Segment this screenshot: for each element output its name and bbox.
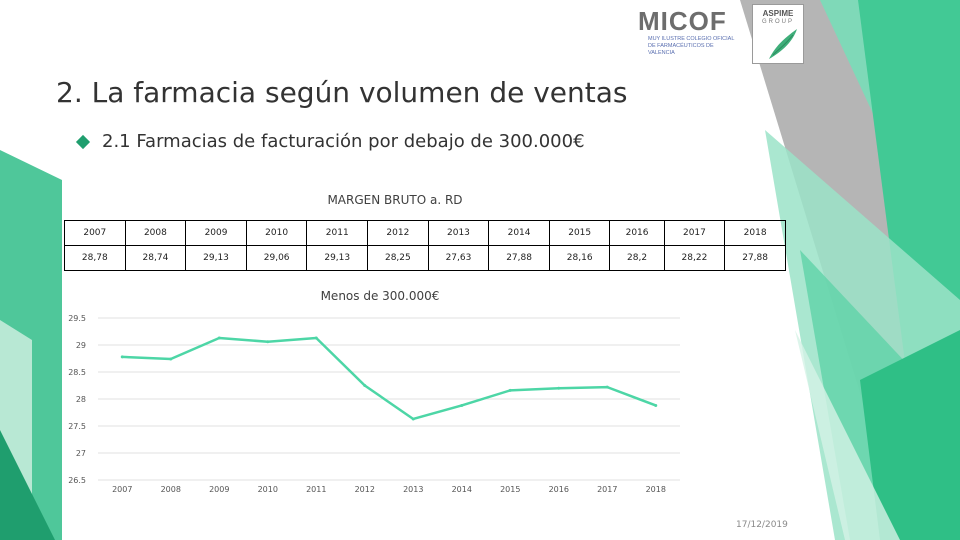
data-point — [266, 340, 270, 344]
table-row-values: 28,78 28,74 29,13 29,06 29,13 28,25 27,6… — [64, 245, 786, 271]
micof-logo: MICOF MUY ILUSTRE COLEGIO OFICIAL DE FAR… — [638, 6, 740, 56]
micof-logo-subtitle: MUY ILUSTRE COLEGIO OFICIAL DE FARMACÉUT… — [648, 36, 735, 56]
table-cell-value: 27,88 — [724, 245, 786, 271]
y-tick-label: 29.5 — [68, 314, 86, 323]
y-tick-label: 28.5 — [68, 368, 86, 377]
data-point — [508, 388, 512, 392]
table-cell-year: 2013 — [427, 220, 490, 246]
chart-title: Menos de 300.000€ — [320, 289, 440, 303]
table-cell-value: 28,22 — [663, 245, 726, 271]
data-point — [120, 355, 124, 359]
slide-title: 2. La farmacia según volumen de ventas — [56, 76, 628, 109]
x-tick-label: 2012 — [355, 485, 375, 494]
data-point — [557, 386, 561, 390]
x-tick-label: 2007 — [112, 485, 132, 494]
table-cell-year: 2011 — [306, 220, 369, 246]
data-point — [411, 417, 415, 421]
table-cell-year: 2014 — [488, 220, 550, 246]
data-point — [460, 403, 464, 407]
table-cell-year: 2009 — [185, 220, 247, 246]
x-tick-label: 2009 — [209, 485, 229, 494]
data-point — [314, 336, 318, 340]
table-cell-value: 27,88 — [488, 245, 550, 271]
table-cell-value: 28,25 — [367, 245, 429, 271]
x-tick-label: 2017 — [597, 485, 617, 494]
data-point — [363, 384, 367, 387]
table-cell-value: 28,74 — [124, 245, 187, 271]
table-cell-year: 2016 — [609, 220, 665, 246]
line-chart: 29.5 29 28.5 28 27.5 27 26.5 2007 2008 2009 2010 20… — [68, 314, 680, 494]
micof-logo-name: MICOF — [638, 6, 727, 36]
x-tick-label: 2015 — [500, 485, 520, 494]
table-cell-year: 2018 — [724, 220, 786, 246]
table-cell-value: 27,63 — [427, 245, 490, 271]
table-cell-value: 29,13 — [306, 245, 369, 271]
aspime-logo-subtitle: GROUP — [761, 19, 794, 25]
y-tick-label: 28 — [76, 395, 86, 404]
y-tick-label: 29 — [76, 341, 86, 350]
table-cell-value: 28,2 — [609, 245, 665, 271]
series-line — [122, 336, 657, 421]
x-tick-label: 2014 — [452, 485, 472, 494]
table-cell-value: 28,16 — [548, 245, 611, 271]
table-cell-year: 2017 — [663, 220, 726, 246]
margin-table: 2007 2008 2009 2010 2011 2012 2013 2014 … — [64, 220, 786, 271]
data-point — [169, 357, 173, 361]
y-tick-label: 27.5 — [68, 422, 86, 431]
aspime-logo: ASPIME GROUP — [752, 4, 804, 64]
y-tick-label: 27 — [76, 449, 86, 458]
table-title: MARGEN BRUTO a. RD — [327, 193, 463, 207]
data-point — [605, 385, 609, 389]
x-tick-label: 2008 — [161, 485, 181, 494]
table-cell-value: 29,06 — [245, 245, 308, 271]
x-tick-label: 2013 — [403, 485, 423, 494]
table-cell-year: 2015 — [548, 220, 611, 246]
table-cell-value: 29,13 — [185, 245, 247, 271]
table-row-years: 2007 2008 2009 2010 2011 2012 2013 2014 … — [64, 220, 786, 246]
data-point — [217, 336, 221, 340]
slide-date: 17/12/2019 — [736, 520, 788, 530]
x-tick-label: 2018 — [646, 485, 666, 494]
slide-subtitle: 2.1 Farmacias de facturación por debajo … — [102, 131, 585, 152]
data-point — [654, 403, 658, 407]
x-tick-label: 2016 — [549, 485, 569, 494]
table-cell-year: 2007 — [64, 220, 126, 246]
x-tick-label: 2011 — [306, 485, 326, 494]
leaf-icon — [769, 29, 797, 59]
table-cell-value: 28,78 — [64, 245, 126, 271]
table-cell-year: 2008 — [124, 220, 187, 246]
table-cell-year: 2012 — [367, 220, 429, 246]
table-cell-year: 2010 — [245, 220, 308, 246]
x-tick-label: 2010 — [258, 485, 278, 494]
y-tick-label: 26.5 — [68, 476, 86, 485]
aspime-logo-name: ASPIME — [762, 9, 794, 18]
